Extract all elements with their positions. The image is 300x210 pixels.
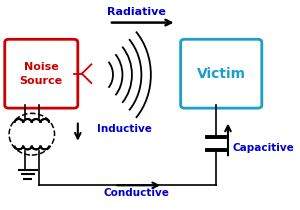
FancyBboxPatch shape xyxy=(181,39,262,108)
Text: Victim: Victim xyxy=(197,67,246,81)
Text: Capacitive: Capacitive xyxy=(232,143,294,153)
Text: Inductive: Inductive xyxy=(97,124,152,134)
Text: Noise
Source: Noise Source xyxy=(20,62,63,86)
FancyBboxPatch shape xyxy=(5,39,78,108)
Text: Conductive: Conductive xyxy=(103,188,169,198)
Ellipse shape xyxy=(9,113,55,155)
Text: Radiative: Radiative xyxy=(106,7,165,17)
